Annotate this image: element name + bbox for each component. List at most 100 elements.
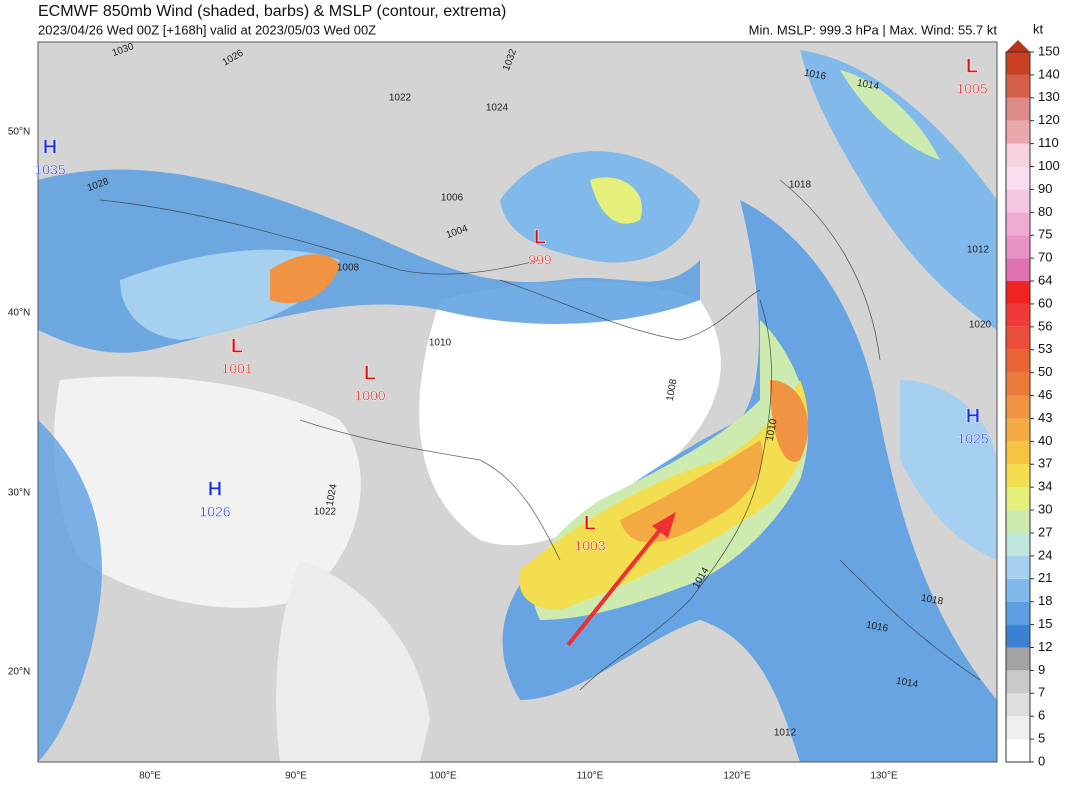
lat-label: 20°N [8, 667, 30, 678]
isobar-label: 1008 [337, 263, 360, 274]
isobar-label: 1012 [967, 245, 990, 256]
isobar-label: 1022 [389, 93, 412, 104]
map-field [38, 42, 997, 762]
colorbar-bin [1006, 258, 1030, 282]
colorbar-bin [1006, 120, 1030, 144]
subtitle: 2023/04/26 Wed 00Z [+168h] valid at 2023… [38, 22, 376, 37]
colorbar-bin [1006, 74, 1030, 98]
colorbar-bin [1006, 532, 1030, 556]
lat-label: 40°N [8, 308, 30, 319]
isobar-label: 1016 [865, 620, 889, 635]
center-letter: H [43, 136, 57, 158]
colorbar-label: 43 [1038, 410, 1052, 425]
generated: 0567912151821242730343740434650535660647… [8, 40, 1060, 782]
colorbar-bin [1006, 601, 1030, 625]
summary: Min. MSLP: 999.3 hPa | Max. Wind: 55.7 k… [749, 22, 998, 37]
isobar-label: 1018 [789, 180, 812, 191]
colorbar-label: 75 [1038, 227, 1052, 242]
colorbar-label: 5 [1038, 731, 1045, 746]
colorbar-label: 21 [1038, 570, 1052, 585]
title: ECMWF 850mb Wind (shaded, barbs) & MSLP … [38, 3, 506, 20]
center-letter: H [966, 405, 980, 427]
colorbar-label: 80 [1038, 204, 1052, 219]
colorbar-label: 46 [1038, 387, 1052, 402]
center-value: 1001 [221, 361, 252, 377]
isobar-label: 1014 [895, 676, 919, 691]
center-letter: L [584, 512, 596, 534]
colorbar-label: 140 [1038, 66, 1060, 81]
colorbar-label: 7 [1038, 685, 1045, 700]
center-value: 1003 [574, 538, 605, 554]
colorbar-label: 120 [1038, 112, 1060, 127]
center-value: 1025 [957, 431, 988, 447]
center-letter: L [364, 362, 376, 384]
colorbar-label: 34 [1038, 479, 1052, 494]
colorbar-bin [1006, 372, 1030, 396]
colorbar-label: 6 [1038, 708, 1045, 723]
colorbar-label: 18 [1038, 593, 1052, 608]
colorbar-bin [1006, 670, 1030, 694]
colorbar-label: 40 [1038, 433, 1052, 448]
center-value: 999 [528, 252, 552, 268]
colorbar-bin [1006, 395, 1030, 419]
colorbar-bin [1006, 189, 1030, 213]
colorbar-bin [1006, 52, 1030, 75]
colorbar-bin [1006, 464, 1030, 488]
center-letter: L [231, 335, 243, 357]
isobar-label: 1014 [856, 78, 880, 93]
center-value: 1026 [199, 504, 230, 520]
isobar-label: 1024 [486, 103, 509, 114]
isobar-label: 1020 [969, 320, 992, 331]
lat-label: 50°N [8, 127, 30, 138]
colorbar-label: 0 [1038, 753, 1045, 768]
colorbar-label: 12 [1038, 639, 1052, 654]
isobar-label: 1008 [665, 378, 680, 402]
colorbar-bin [1006, 281, 1030, 304]
colorbar-bin [1006, 349, 1030, 373]
colorbar-label: 53 [1038, 341, 1052, 356]
colorbar-label: 24 [1038, 547, 1052, 562]
colorbar-bin [1006, 716, 1030, 740]
colorbar-frame [1005, 51, 1031, 763]
center-value: 1000 [354, 388, 385, 404]
lon-label: 120°E [723, 771, 751, 782]
isobar-label: 1018 [920, 593, 944, 608]
colorbar-bin [1006, 487, 1030, 511]
center-value: 1005 [956, 81, 987, 97]
center-value: 1035 [34, 162, 65, 178]
colorbar-bin [1006, 212, 1030, 236]
colorbar-bin [1006, 166, 1030, 190]
center-letter: H [208, 478, 222, 500]
colorbar-bin [1006, 326, 1030, 350]
lat-label: 30°N [8, 488, 30, 499]
colorbar-bin [1006, 97, 1030, 121]
colorbar-label: 30 [1038, 502, 1052, 517]
lon-label: 110°E [577, 771, 604, 782]
isobar-label: 1012 [774, 728, 797, 739]
colorbar-bin [1006, 693, 1030, 717]
isobar-label: 1022 [314, 507, 337, 518]
colorbar-bin [1006, 647, 1030, 671]
colorbar-label: 130 [1038, 89, 1060, 104]
isobar-label: 1016 [803, 68, 827, 83]
colorbar-label: 70 [1038, 250, 1052, 265]
colorbar-bin [1006, 739, 1030, 762]
colorbar-bin [1006, 303, 1030, 327]
isobar-label: 1006 [441, 193, 464, 204]
colorbar-label: 60 [1038, 295, 1052, 310]
lon-label: 80°E [139, 771, 161, 782]
colorbar-label: 64 [1038, 272, 1052, 287]
colorbar-label: 15 [1038, 616, 1052, 631]
center-letter: L [534, 226, 546, 248]
colorbar-bin [1006, 578, 1030, 602]
center-letter: L [966, 55, 978, 77]
isobar-label: 1024 [325, 483, 340, 507]
colorbar-label: 56 [1038, 318, 1052, 333]
colorbar-label: 50 [1038, 364, 1052, 379]
colorbar-label: 9 [1038, 662, 1045, 677]
colorbar-label: 37 [1038, 456, 1052, 471]
colorbar-bin [1006, 441, 1030, 465]
isobar-label: 1010 [765, 418, 780, 442]
colorbar-label: 27 [1038, 524, 1052, 539]
